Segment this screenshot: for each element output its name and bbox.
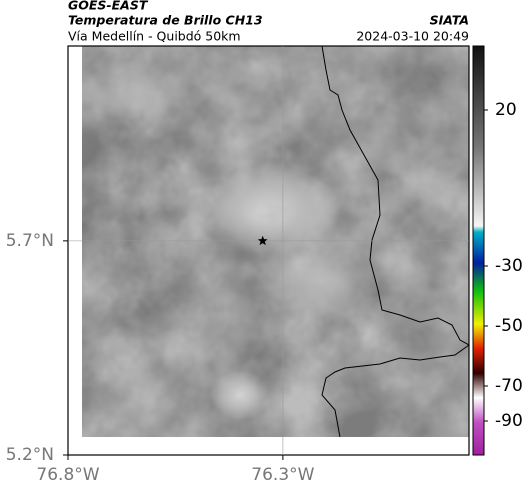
y-tick-label: 5.2°N bbox=[6, 445, 54, 465]
colorbar-tick-label: 20 bbox=[495, 100, 517, 120]
location-marker bbox=[257, 235, 268, 246]
y-tick-label: 5.7°N bbox=[6, 231, 54, 251]
map-frame bbox=[67, 45, 470, 456]
datetime: 2024-03-10 20:49 bbox=[356, 29, 469, 44]
colorbar-tick-label: -90 bbox=[495, 411, 523, 431]
caption: Vía Medellín - Quibdó 50km bbox=[68, 29, 241, 44]
satellite-image bbox=[82, 46, 469, 437]
colorbar-tick-label: -70 bbox=[495, 376, 523, 396]
subtitle: Temperatura de Brillo CH13 bbox=[68, 13, 263, 28]
title: GOES-EAST bbox=[68, 0, 149, 13]
source: SIATA bbox=[430, 13, 469, 28]
x-tick-label: 76.8°W bbox=[36, 465, 99, 485]
colorbar bbox=[472, 45, 485, 456]
x-tick-label: 76.3°W bbox=[251, 465, 314, 485]
colorbar-tick-label: -30 bbox=[495, 256, 523, 276]
colorbar-tick-label: -50 bbox=[495, 316, 523, 336]
